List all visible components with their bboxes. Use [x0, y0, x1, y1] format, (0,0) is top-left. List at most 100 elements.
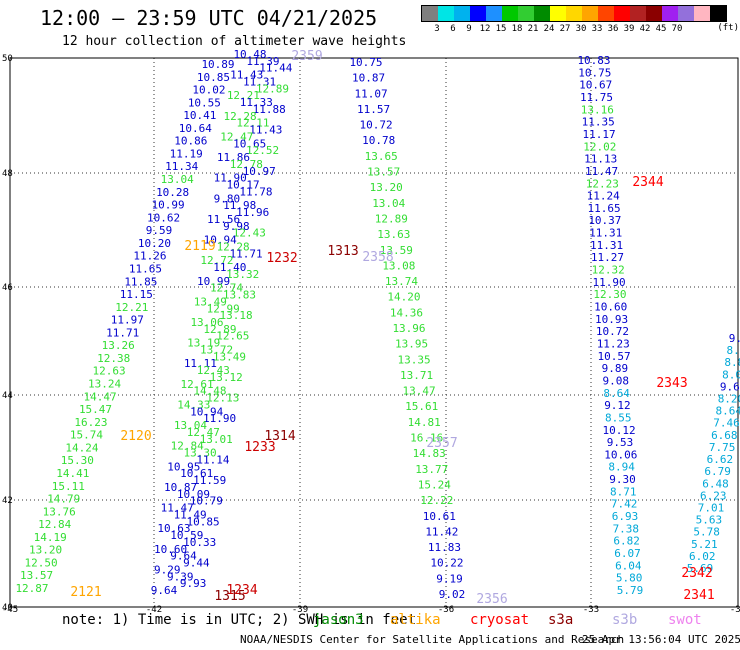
wave-height-value: 11.26 — [133, 250, 166, 263]
wave-height-value: 6.48 — [702, 477, 729, 490]
wave-height-value: 9.72 — [729, 332, 740, 345]
wave-height-value: 6.82 — [613, 535, 640, 548]
wave-height-value: 8.64 — [715, 405, 740, 418]
wave-height-value: 11.56 — [207, 213, 240, 226]
wave-height-value: 10.17 — [226, 179, 259, 192]
wave-height-value: 12.23 — [586, 177, 619, 190]
wave-height-value: 12.87 — [15, 582, 48, 595]
wave-height-value: 10.37 — [588, 214, 621, 227]
wave-height-value: 8.94 — [608, 461, 635, 474]
wave-height-value: 8.89 — [724, 356, 740, 369]
wave-height-value: 13.18 — [220, 309, 253, 322]
wave-height-value: 13.49 — [194, 295, 227, 308]
wave-height-value: 9.80 — [214, 192, 241, 205]
wave-height-value: 15.30 — [61, 454, 94, 467]
wave-height-value: 15.61 — [405, 400, 438, 413]
wave-height-value: 15.74 — [70, 429, 103, 442]
wave-height-value: 9.12 — [604, 399, 631, 412]
color-swatch — [662, 6, 678, 21]
wave-height-value: 10.64 — [179, 122, 212, 135]
wave-height-value: 12.32 — [592, 264, 625, 277]
wave-height-value: 13.16 — [581, 103, 614, 116]
wave-height-value: 12.84 — [171, 440, 204, 453]
wave-height-value: 11.14 — [196, 453, 229, 466]
wave-height-value: 13.95 — [395, 338, 428, 351]
wave-height-value: 10.09 — [177, 488, 210, 501]
color-swatch — [550, 6, 566, 21]
wave-height-value: 10.85 — [186, 515, 219, 528]
wave-height-value: 10.02 — [192, 84, 225, 97]
wave-height-value: 6.79 — [704, 465, 731, 478]
wave-height-value: 11.98 — [223, 199, 256, 212]
wave-height-value: 13.08 — [382, 259, 415, 272]
wave-height-value: 11.40 — [213, 261, 246, 274]
wave-height-value: 8.02 — [722, 368, 740, 381]
wave-height-value: 10.22 — [430, 557, 463, 570]
wave-height-value: 11.24 — [587, 190, 620, 203]
wave-height-value: 7.46 — [713, 417, 740, 430]
color-scale-unit: (ft) — [717, 23, 739, 33]
wave-height-value: 12.02 — [583, 140, 616, 153]
wave-height-value: 10.95 — [167, 460, 200, 473]
color-swatch — [534, 6, 550, 21]
wave-height-value: 10.99 — [152, 199, 185, 212]
wave-height-value: 11.86 — [217, 151, 250, 164]
wave-height-value: 11.65 — [587, 202, 620, 215]
wave-height-value: 5.79 — [617, 584, 644, 597]
satellite-legend-item: jason3 — [313, 612, 364, 628]
wave-height-value: 14.81 — [408, 416, 441, 429]
wave-height-value: 6.68 — [711, 429, 738, 442]
color-scale-label: 9 — [466, 24, 472, 34]
wave-height-value: 11.42 — [425, 525, 458, 538]
wave-height-value: 9.53 — [607, 436, 634, 449]
satellite-legend-item: s3a — [548, 612, 574, 628]
pass-time-label: 2342 — [681, 566, 712, 581]
wave-height-value: 13.06 — [190, 316, 223, 329]
wave-height-value: 10.99 — [197, 275, 230, 288]
wave-height-value: 6.07 — [614, 547, 641, 560]
wave-height-value: 16.23 — [74, 416, 107, 429]
wave-height-value: 10.61 — [180, 467, 213, 480]
latitude-tick-label: 40 — [2, 603, 13, 613]
wave-height-value: 14.33 — [177, 398, 210, 411]
wave-height-value: 12.47 — [187, 426, 220, 439]
wave-height-value: 10.57 — [598, 350, 631, 363]
color-swatch — [422, 6, 438, 21]
color-scale-label: 39 — [623, 24, 635, 34]
wave-height-value: 11.43 — [230, 69, 263, 82]
wave-height-value: 10.59 — [170, 529, 203, 542]
pass-time-label: 2344 — [632, 175, 663, 190]
wave-height-value: 12.30 — [593, 288, 626, 301]
wave-height-value: 11.44 — [259, 62, 292, 75]
footer-note: note: 1) Time is in UTC; 2) SWH is in fe… — [62, 612, 417, 628]
wave-height-value: 9.19 — [436, 572, 463, 585]
satellite-legend-item: s3b — [612, 612, 638, 628]
pass-time-label: 1314 — [264, 429, 295, 444]
longitude-tick-label: -30 — [730, 605, 740, 615]
wave-height-value: 10.65 — [233, 137, 266, 150]
wave-height-value: 14.79 — [47, 493, 80, 506]
wave-height-value: 12.22 — [420, 494, 453, 507]
wave-height-value: 12.84 — [38, 518, 71, 531]
wave-height-value: 10.72 — [596, 325, 629, 338]
color-swatch — [678, 6, 694, 21]
wave-height-value: 13.20 — [29, 544, 62, 557]
color-scale-label: 24 — [543, 24, 555, 34]
wave-height-value: 11.15 — [120, 288, 153, 301]
wave-height-value: 6.02 — [689, 550, 716, 563]
wave-height-value: 13.65 — [365, 150, 398, 163]
color-swatch — [598, 6, 614, 21]
color-scale-label: 30 — [575, 24, 587, 34]
wave-height-value: 12.89 — [375, 212, 408, 225]
color-scale-label: 70 — [671, 24, 683, 34]
footer-credit: NOAA/NESDIS Center for Satellite Applica… — [240, 633, 625, 646]
longitude-tick-label: -39 — [292, 605, 308, 615]
wave-height-value: 9.93 — [180, 577, 207, 590]
wave-height-value: 13.96 — [392, 322, 425, 335]
wave-height-value: 9.39 — [167, 570, 194, 583]
wave-height-value: 12.21 — [227, 89, 260, 102]
wave-height-value: 13.63 — [377, 228, 410, 241]
pass-time-label: 1315 — [214, 589, 245, 604]
wave-height-value: 13.71 — [400, 369, 433, 382]
color-scale-label: 36 — [607, 24, 619, 34]
